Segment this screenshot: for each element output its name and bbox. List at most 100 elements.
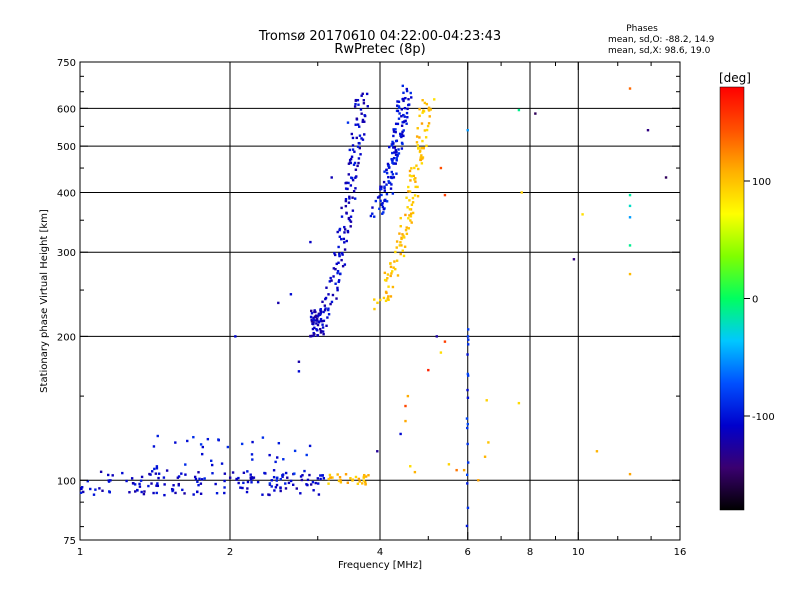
data-point (343, 263, 347, 266)
data-point (416, 185, 419, 189)
data-point (425, 102, 429, 106)
data-point (338, 252, 341, 255)
data-point (199, 443, 203, 446)
data-point (89, 487, 92, 491)
data-point (465, 417, 469, 420)
data-point (323, 304, 327, 307)
data-point (425, 128, 429, 132)
data-point (312, 334, 315, 337)
data-point (358, 134, 362, 137)
data-point (392, 130, 396, 133)
data-point (317, 314, 320, 317)
data-point (401, 233, 404, 236)
data-point (379, 298, 382, 302)
data-point (235, 478, 238, 481)
data-point (402, 234, 405, 238)
data-point (413, 194, 417, 197)
data-point (193, 475, 197, 479)
data-point (395, 259, 399, 262)
data-point (400, 124, 404, 127)
data-point (314, 481, 317, 485)
data-point (356, 164, 359, 168)
data-point (404, 419, 407, 423)
data-point (520, 191, 523, 194)
data-point (316, 334, 320, 337)
data-point (181, 488, 184, 492)
data-point (199, 492, 203, 495)
data-point (383, 185, 386, 188)
data-point (427, 368, 430, 372)
data-point (155, 484, 158, 487)
y-tick-label: 750 (57, 58, 76, 69)
data-point (362, 99, 366, 102)
data-point (343, 231, 346, 234)
data-point (403, 106, 407, 110)
data-point (379, 199, 382, 203)
data-point (394, 139, 398, 143)
data-point (286, 476, 289, 479)
grid-lines (80, 62, 680, 540)
data-point (92, 493, 96, 496)
data-point (338, 476, 342, 479)
data-point (342, 237, 346, 241)
data-point (466, 128, 469, 132)
data-point (284, 471, 288, 475)
data-point (171, 489, 174, 493)
data-point (340, 206, 343, 210)
data-point (312, 316, 315, 320)
data-point (355, 117, 359, 120)
data-point (329, 302, 332, 306)
data-point (354, 475, 358, 479)
data-point (392, 176, 396, 179)
data-point (130, 477, 134, 480)
data-point (404, 96, 407, 100)
data-point (392, 142, 395, 145)
data-point (376, 196, 380, 199)
data-point (192, 435, 195, 439)
data-point (401, 84, 404, 88)
data-point (177, 475, 181, 478)
data-point (439, 351, 443, 354)
data-point (136, 489, 139, 492)
data-point (427, 106, 431, 110)
data-point (306, 478, 310, 482)
data-point (147, 484, 150, 488)
data-point (407, 185, 410, 189)
data-point (391, 270, 394, 273)
data-point (363, 114, 366, 117)
data-point (325, 286, 328, 289)
data-point (171, 488, 175, 491)
data-point (344, 197, 348, 201)
data-point (447, 463, 451, 466)
data-point (389, 176, 393, 179)
data-point (321, 474, 324, 477)
x-axis-label: Frequency [MHz] (338, 560, 422, 571)
data-point (362, 102, 366, 105)
data-point (595, 450, 599, 453)
data-point (361, 118, 365, 122)
data-point (397, 152, 401, 155)
data-point (378, 207, 381, 211)
data-point (400, 244, 403, 247)
data-point (336, 230, 339, 234)
data-point (359, 153, 362, 156)
data-point (180, 472, 183, 475)
data-point (226, 445, 230, 449)
data-point (572, 258, 576, 261)
data-point (356, 123, 360, 126)
data-point (361, 92, 364, 96)
data-point (154, 472, 158, 475)
data-point (349, 215, 353, 218)
data-point (351, 178, 355, 182)
data-point (316, 477, 320, 480)
data-point (111, 474, 114, 477)
data-point (628, 87, 632, 90)
data-point (409, 465, 412, 468)
data-point (99, 470, 103, 474)
data-point (349, 184, 353, 187)
data-point (329, 476, 333, 479)
colorbar-label: [deg] (719, 71, 751, 85)
data-point (397, 105, 401, 108)
data-point (284, 482, 287, 485)
